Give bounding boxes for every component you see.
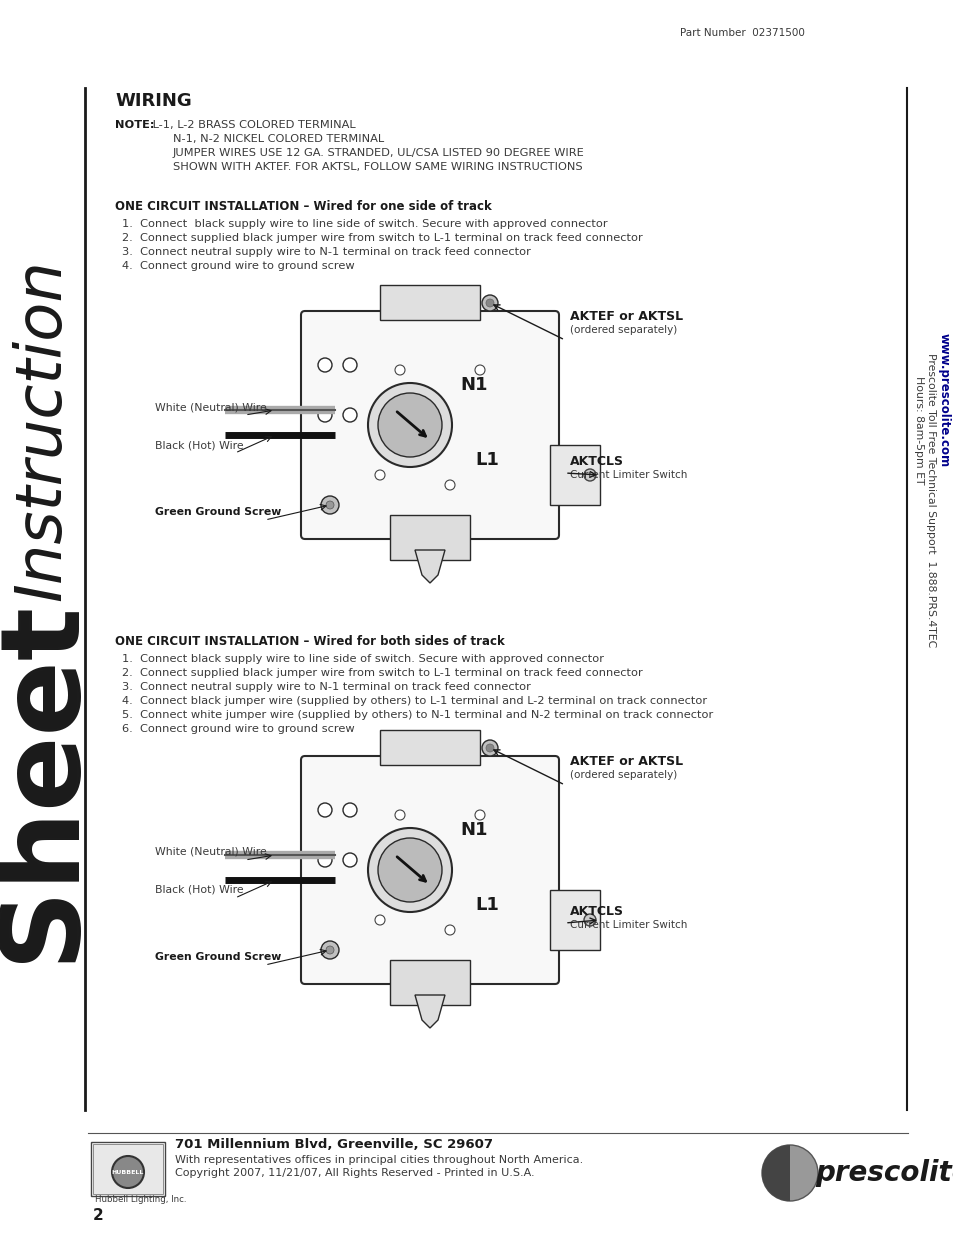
Circle shape <box>444 925 455 935</box>
Bar <box>390 960 470 1005</box>
Text: Black (Hot) Wire: Black (Hot) Wire <box>154 440 243 450</box>
Text: Black (Hot) Wire: Black (Hot) Wire <box>154 885 243 895</box>
Text: HUBBELL: HUBBELL <box>112 1170 144 1174</box>
Text: L1: L1 <box>475 897 498 914</box>
Circle shape <box>326 501 334 509</box>
Text: 1.  Connect black supply wire to line side of switch. Secure with approved conne: 1. Connect black supply wire to line sid… <box>122 655 603 664</box>
Text: AKTEF or AKTSL: AKTEF or AKTSL <box>569 310 682 324</box>
Bar <box>550 890 599 950</box>
Text: 3.  Connect neutral supply wire to N-1 terminal on track feed connector: 3. Connect neutral supply wire to N-1 te… <box>122 247 530 257</box>
Text: ONE CIRCUIT INSTALLATION – Wired for both sides of track: ONE CIRCUIT INSTALLATION – Wired for bot… <box>115 635 504 648</box>
Text: Part Number  02371500: Part Number 02371500 <box>679 28 804 38</box>
Circle shape <box>485 299 494 308</box>
Circle shape <box>583 914 596 926</box>
Circle shape <box>343 803 356 818</box>
Text: (ordered separately): (ordered separately) <box>569 769 677 781</box>
Text: AKTCLS: AKTCLS <box>569 454 623 468</box>
Text: 5.  Connect white jumper wire (supplied by others) to N-1 terminal and N-2 termi: 5. Connect white jumper wire (supplied b… <box>122 710 713 720</box>
Text: N-1, N-2 NICKEL COLORED TERMINAL: N-1, N-2 NICKEL COLORED TERMINAL <box>172 135 384 144</box>
Text: Hours: 8am-5pm ET: Hours: 8am-5pm ET <box>913 375 923 484</box>
Text: Sheet: Sheet <box>0 599 95 962</box>
Text: L-1, L-2 BRASS COLORED TERMINAL: L-1, L-2 BRASS COLORED TERMINAL <box>149 120 355 130</box>
Bar <box>550 445 599 505</box>
Circle shape <box>375 915 385 925</box>
Circle shape <box>326 946 334 953</box>
Text: 2.  Connect supplied black jumper wire from switch to L-1 terminal on track feed: 2. Connect supplied black jumper wire fr… <box>122 233 642 243</box>
Bar <box>390 515 470 559</box>
Circle shape <box>377 393 441 457</box>
Circle shape <box>395 366 405 375</box>
Text: L1: L1 <box>475 451 498 469</box>
Circle shape <box>368 383 452 467</box>
Text: ONE CIRCUIT INSTALLATION – Wired for one side of track: ONE CIRCUIT INSTALLATION – Wired for one… <box>115 200 491 212</box>
Text: 3.  Connect neutral supply wire to N-1 terminal on track feed connector: 3. Connect neutral supply wire to N-1 te… <box>122 682 530 692</box>
Text: 4.  Connect ground wire to ground screw: 4. Connect ground wire to ground screw <box>122 261 355 270</box>
Text: 2.  Connect supplied black jumper wire from switch to L-1 terminal on track feed: 2. Connect supplied black jumper wire fr… <box>122 668 642 678</box>
Bar <box>379 730 479 764</box>
Circle shape <box>317 853 332 867</box>
Text: AKTCLS: AKTCLS <box>569 905 623 918</box>
Text: Green Ground Screw: Green Ground Screw <box>154 508 281 517</box>
Circle shape <box>395 810 405 820</box>
Circle shape <box>761 1145 817 1200</box>
Text: Green Ground Screw: Green Ground Screw <box>154 952 281 962</box>
Text: Current Limiter Switch: Current Limiter Switch <box>569 471 687 480</box>
Circle shape <box>343 358 356 372</box>
Text: 1.  Connect  black supply wire to line side of switch. Secure with approved conn: 1. Connect black supply wire to line sid… <box>122 219 607 228</box>
Circle shape <box>475 366 484 375</box>
Text: 2: 2 <box>92 1208 104 1223</box>
Text: (ordered separately): (ordered separately) <box>569 325 677 335</box>
Text: www.prescolite.com: www.prescolite.com <box>937 333 949 467</box>
Circle shape <box>317 803 332 818</box>
Polygon shape <box>415 550 444 583</box>
Text: White (Neutral) Wire: White (Neutral) Wire <box>154 847 267 857</box>
Text: Current Limiter Switch: Current Limiter Switch <box>569 920 687 930</box>
Text: With representatives offices in principal cities throughout North America.: With representatives offices in principa… <box>174 1155 582 1165</box>
Text: WIRING: WIRING <box>115 91 192 110</box>
Text: 6.  Connect ground wire to ground screw: 6. Connect ground wire to ground screw <box>122 724 355 734</box>
Text: prescolite: prescolite <box>814 1158 953 1187</box>
Text: White (Neutral) Wire: White (Neutral) Wire <box>154 403 267 412</box>
Circle shape <box>377 839 441 902</box>
Circle shape <box>583 469 596 480</box>
Circle shape <box>320 941 338 960</box>
FancyBboxPatch shape <box>301 756 558 984</box>
Text: JUMPER WIRES USE 12 GA. STRANDED, UL/CSA LISTED 90 DEGREE WIRE: JUMPER WIRES USE 12 GA. STRANDED, UL/CSA… <box>172 148 584 158</box>
Text: 4.  Connect black jumper wire (supplied by others) to L-1 terminal and L-2 termi: 4. Connect black jumper wire (supplied b… <box>122 697 706 706</box>
Text: Prescolite Toll Free Technical Support  1.888.PRS.4TEC: Prescolite Toll Free Technical Support 1… <box>925 353 935 647</box>
FancyBboxPatch shape <box>91 1142 165 1195</box>
Text: 701 Millennium Blvd, Greenville, SC 29607: 701 Millennium Blvd, Greenville, SC 2960… <box>174 1137 493 1151</box>
Circle shape <box>343 408 356 422</box>
Circle shape <box>317 358 332 372</box>
Text: Hubbell Lighting, Inc.: Hubbell Lighting, Inc. <box>95 1195 186 1204</box>
Circle shape <box>475 810 484 820</box>
Circle shape <box>444 480 455 490</box>
Circle shape <box>375 471 385 480</box>
Text: NOTE:: NOTE: <box>115 120 154 130</box>
Circle shape <box>368 827 452 911</box>
Circle shape <box>485 743 494 752</box>
Text: N1: N1 <box>459 375 487 394</box>
Circle shape <box>320 496 338 514</box>
Circle shape <box>112 1156 144 1188</box>
Bar <box>379 285 479 320</box>
Text: SHOWN WITH AKTEF. FOR AKTSL, FOLLOW SAME WIRING INSTRUCTIONS: SHOWN WITH AKTEF. FOR AKTSL, FOLLOW SAME… <box>172 162 582 172</box>
Text: Copyright 2007, 11/21/07, All Rights Reserved - Printed in U.S.A.: Copyright 2007, 11/21/07, All Rights Res… <box>174 1168 534 1178</box>
Wedge shape <box>761 1145 789 1200</box>
Text: N1: N1 <box>459 821 487 839</box>
Circle shape <box>343 853 356 867</box>
Polygon shape <box>415 995 444 1028</box>
Text: AKTEF or AKTSL: AKTEF or AKTSL <box>569 755 682 768</box>
Text: Instruction: Instruction <box>11 259 73 601</box>
FancyBboxPatch shape <box>92 1144 163 1194</box>
Circle shape <box>481 295 497 311</box>
FancyBboxPatch shape <box>301 311 558 538</box>
Circle shape <box>317 408 332 422</box>
Circle shape <box>481 740 497 756</box>
